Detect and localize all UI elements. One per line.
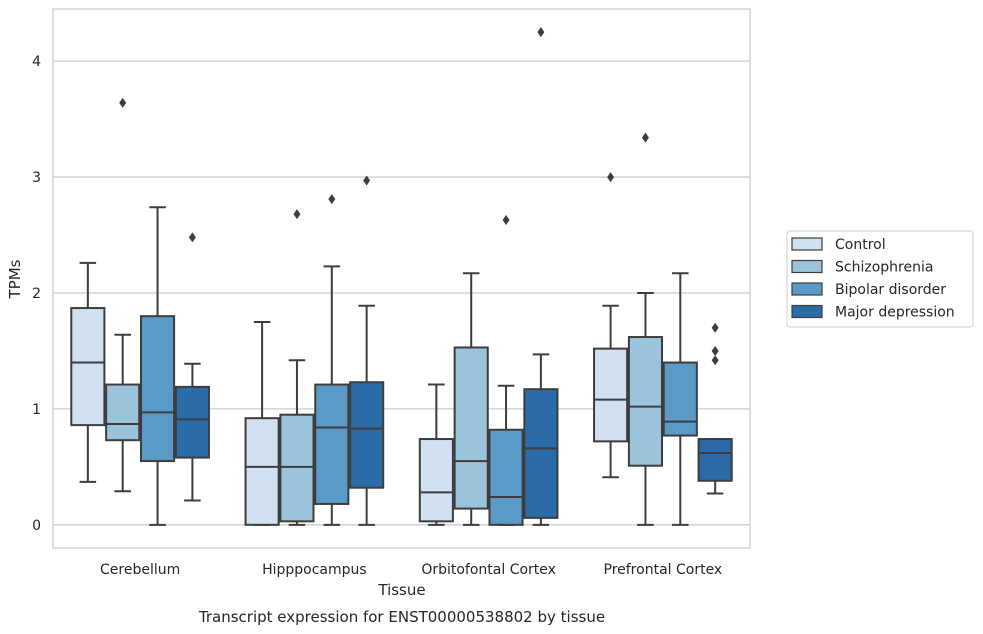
iqr-box [314,383,350,505]
box-plot [105,97,141,493]
legend-label: Bipolar disorder [835,282,946,298]
outlier-point [607,172,615,183]
box-plot [488,214,524,526]
outlier-point [328,194,336,205]
iqr-box [523,388,559,519]
iqr-box [139,315,176,463]
outlier-point [502,214,510,225]
y-tick-label: 2 [32,286,41,302]
box-plot [314,194,350,526]
outlier-point [711,345,719,356]
figure-caption: Transcript expression for ENST0000053880… [198,608,605,626]
iqr-box [453,346,489,510]
y-tick-label: 3 [32,170,41,186]
box-plot [174,232,210,502]
y-tick-label: 1 [32,402,41,418]
outlier-point [293,209,301,220]
iqr-box [105,383,141,442]
box-plot [627,132,664,526]
y-tick-labels: 0 1 2 3 4 [32,54,41,534]
outlier-point [119,97,127,108]
iqr-box [279,413,315,523]
iqr-box [697,438,733,482]
legend-swatch [791,259,823,274]
iqr-box [662,361,698,437]
outlier-point [711,322,719,333]
box-plot [70,261,106,483]
iqr-box [244,417,280,526]
outlier-point [363,175,371,186]
y-tick-label: 0 [32,518,41,534]
iqr-box [418,438,454,523]
box-plot [139,206,176,526]
legend-label: Schizophrenia [835,260,933,276]
box-plot [279,209,315,526]
iqr-box [174,385,210,459]
legend-label: Control [835,237,886,253]
y-axis-title: TPMs [6,259,24,299]
box-plot [349,175,385,526]
outlier-point [188,232,196,243]
outlier-point [641,132,649,143]
box-plot [418,383,454,526]
legend-swatch [791,282,823,296]
x-tick-label: Orbitofontal Cortex [421,562,556,578]
x-tick-label: Cerebellum [100,562,180,578]
iqr-box [70,307,106,427]
legend: Control Schizophrenia Bipolar disorder Majo… [786,230,974,328]
box-plot [523,27,559,526]
box-plot [244,320,280,526]
x-tick-label: Prefrontal Cortex [604,562,723,578]
legend-frame [786,230,974,328]
box-plot [662,272,698,526]
legend-swatch [791,304,823,319]
box-groups [70,27,733,526]
outlier-point [537,27,545,38]
box-plot [453,272,489,526]
iqr-box [627,336,664,467]
iqr-box [349,381,385,489]
box-plot [697,322,733,495]
iqr-box [593,347,629,443]
x-axis-title: Tissue [377,581,425,599]
legend-label: Major depression [835,305,955,321]
x-tick-label: Hipppocampus [262,562,367,578]
y-tick-label: 4 [32,54,41,70]
outlier-point [711,355,719,366]
legend-swatch [791,237,823,251]
box-plot [593,172,629,479]
x-tick-labels: Cerebellum Hipppocampus Orbitofontal Corte… [100,562,722,578]
iqr-box [488,428,524,526]
